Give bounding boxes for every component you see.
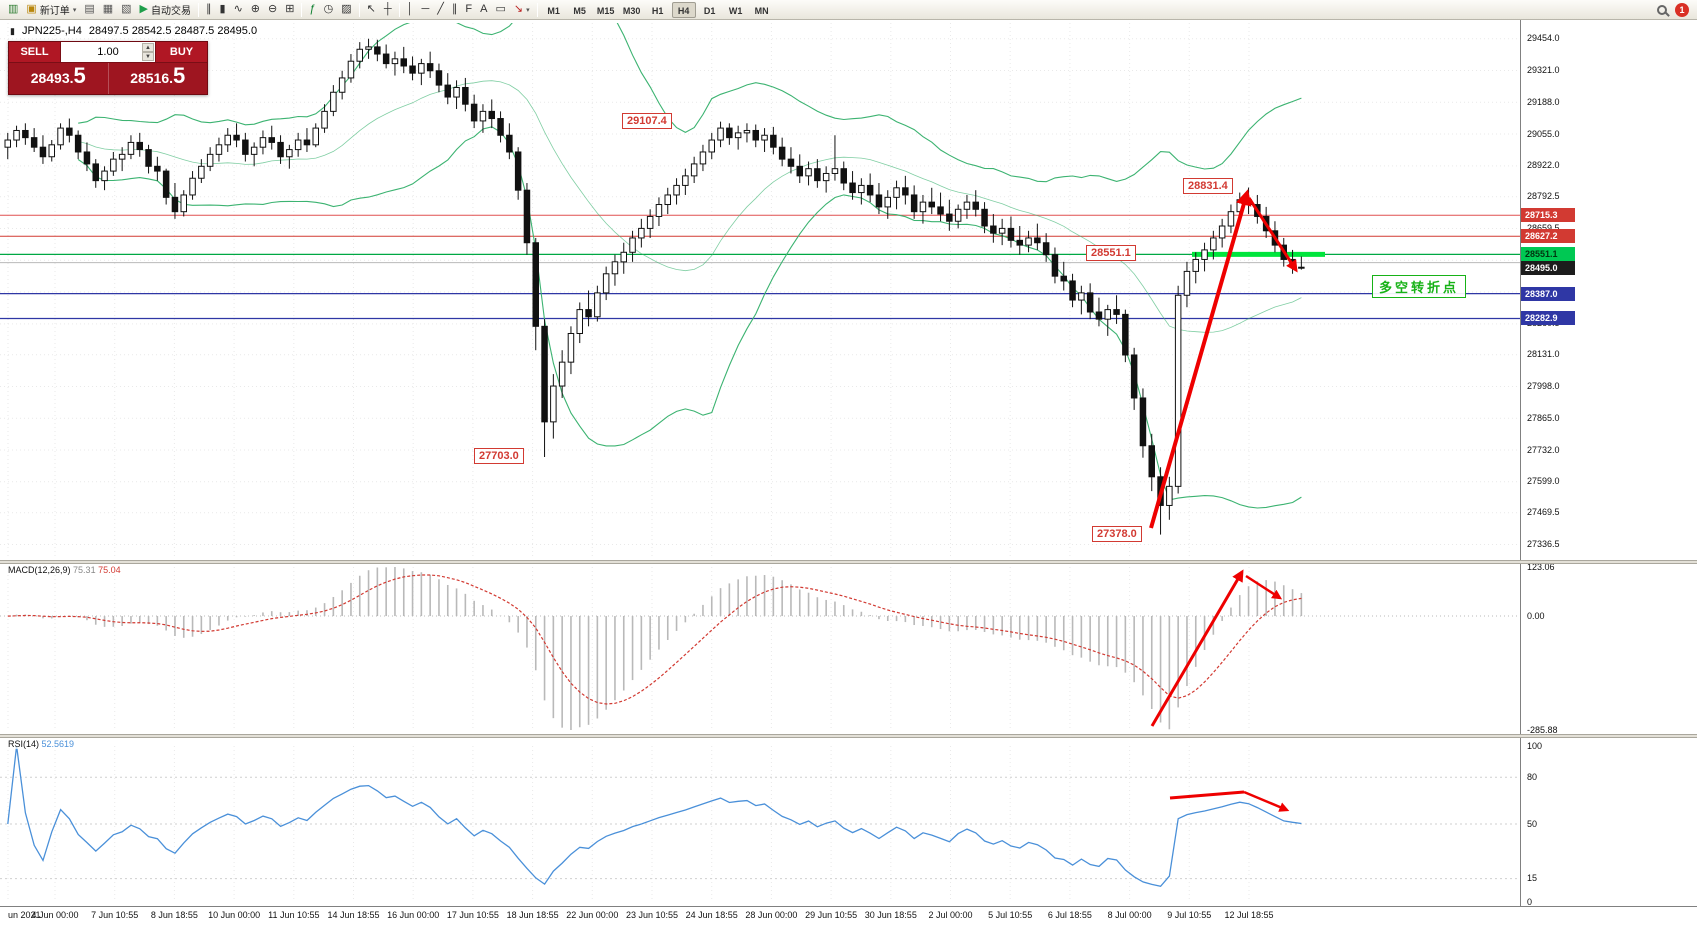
timeframe-m5-button[interactable]: M5 [573,5,586,16]
channel-icon[interactable]: ∥ [451,3,458,15]
volume-input[interactable]: 1.00 ▲ ▼ [61,42,155,62]
autotrading-button[interactable]: ▶ 自动交易 [139,3,192,18]
price-annotation[interactable]: 27703.0 [474,447,524,464]
data-window-icon[interactable]: ▦ [102,3,114,15]
navigator-icon[interactable]: ▧ [121,3,132,15]
main-toolbar: ▥ ▣ 新订单 ▾ ▤ ▦ ▧ ▶ 自动交易 ∥ ▮ ∿ ⊕ ⊖ ⊞ ƒ ◷ ▨ ↖ ┼ │ ─ ╱ ∥ F A ▭ ↘ ▾ M1 M5 M1… [0,0,1697,20]
spinner-up-icon[interactable]: ▲ [142,43,154,52]
timeframe-mn-button[interactable]: MN [754,5,769,16]
panel-splitter-rsi[interactable] [0,734,1697,738]
horizontal-line-icon[interactable]: ─ [421,3,430,15]
periods-icon[interactable]: ◷ [323,3,334,15]
timeframe-h4-button[interactable]: H4 [671,1,696,18]
crosshair-icon[interactable]: ┼ [383,3,392,15]
tile-windows-icon[interactable]: ⊞ [285,3,295,15]
timeframe-m15-button[interactable]: M15 [596,5,615,16]
chart-ohlc-info: ▮ JPN225-,H4 28497.5 28542.5 28487.5 284… [10,25,257,37]
vertical-line-icon[interactable]: │ [406,3,414,15]
toolbar-separator [358,2,360,17]
one-click-trading-panel: SELL 1.00 ▲ ▼ BUY 28493. 5 28516. 5 [8,41,208,95]
price-annotation[interactable]: 29107.4 [622,112,672,129]
zoom-in-icon[interactable]: ⊕ [250,3,261,15]
indicator-plots [0,567,1520,888]
horizontal-line-objects[interactable] [0,214,1520,320]
timeframe-m1-button[interactable]: M1 [547,5,560,16]
text-label-icon[interactable]: ▭ [495,3,506,15]
ohlc-values: 28497.5 28542.5 28487.5 28495.0 [88,25,258,37]
rsi-indicator-label: RSI(14) 52.5619 [6,739,77,749]
volume-value: 1.00 [97,46,119,58]
zoom-out-icon[interactable]: ⊖ [268,3,278,15]
candlestick-icon: ▮ [10,25,15,36]
panel-splitter-macd[interactable] [0,560,1697,564]
toolbar-separator [536,2,538,17]
search-icon[interactable] [1657,4,1667,15]
templates-icon[interactable]: ▨ [341,3,352,15]
volume-spinner[interactable]: ▲ ▼ [142,43,154,61]
buy-price: 28516. 5 [130,63,186,88]
toolbar-separator [398,2,400,17]
new-order-button[interactable]: ▣ 新订单 ▾ [26,3,77,18]
price-annotation[interactable]: 28831.4 [1183,178,1233,195]
sell-button[interactable]: SELL [9,42,61,62]
line-chart-mode-icon[interactable]: ∿ [233,3,243,15]
macd-indicator-label: MACD(12,26,9) 75.31 75.04 [6,565,123,575]
timeframe-m30-button[interactable]: M30 [622,5,641,16]
timeframe-d1-button[interactable]: D1 [703,5,716,16]
turning-point-note[interactable]: 多空转折点 [1372,274,1467,298]
trendline-icon[interactable]: ╱ [437,3,444,15]
spinner-down-icon[interactable]: ▼ [142,52,154,61]
candles-layer [4,38,1305,535]
price-scale[interactable] [1521,20,1697,906]
price-annotation[interactable]: 28551.1 [1086,245,1136,262]
chart-logo-icon[interactable]: ▥ [8,3,19,15]
toolbar-items: ▥ ▣ 新订单 ▾ ▤ ▦ ▧ ▶ 自动交易 ∥ ▮ ∿ ⊕ ⊖ ⊞ ƒ ◷ ▨ ↖ ┼ │ ─ ╱ ∥ F A ▭ ↘ ▾ M1 M5 M1… [4,0,775,19]
grid-lines [0,23,1520,902]
sell-price: 28493. 5 [9,63,109,94]
market-watch-icon[interactable]: ▤ [84,3,95,15]
bar-chart-mode-icon[interactable]: ∥ [206,3,212,15]
buy-button[interactable]: BUY [155,42,207,62]
arrows-tool-icon[interactable]: ↘ ▾ [513,3,530,15]
cursor-icon[interactable]: ↖ [366,3,376,15]
toolbar-separator [198,2,200,17]
time-axis[interactable] [0,906,1697,944]
notification-badge[interactable]: 1 [1675,2,1689,17]
toolbar-separator [301,2,303,17]
toolbar-right-group: 1 [1657,2,1693,17]
fibonacci-icon[interactable]: F [465,3,473,15]
text-tool-icon[interactable]: A [480,3,488,15]
timeframe-w1-button[interactable]: W1 [728,5,743,16]
symbol-timeframe-label: JPN225-,H4 [21,25,82,37]
timeframe-h1-button[interactable]: H1 [651,5,664,16]
trend-arrows[interactable] [1149,189,1298,812]
indicators-icon[interactable]: ƒ [309,3,316,15]
candlestick-mode-icon[interactable]: ▮ [219,3,226,15]
price-annotation[interactable]: 27378.0 [1092,525,1142,542]
